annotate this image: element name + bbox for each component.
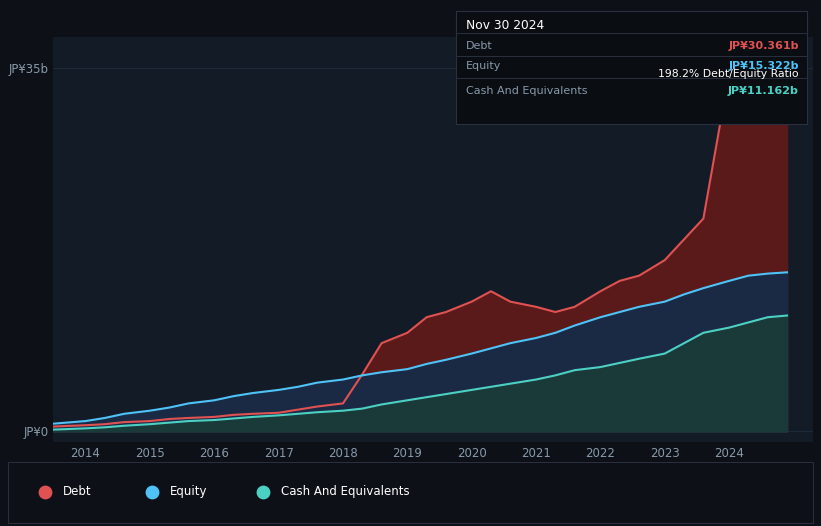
Text: JP¥30.361b: JP¥30.361b [728, 41, 799, 50]
Text: Equity: Equity [170, 485, 208, 498]
Text: Equity: Equity [466, 61, 501, 71]
Text: 198.2% Debt/Equity Ratio: 198.2% Debt/Equity Ratio [658, 69, 799, 79]
Text: JP¥15.322b: JP¥15.322b [728, 61, 799, 71]
FancyBboxPatch shape [8, 462, 813, 523]
Text: Debt: Debt [466, 41, 493, 50]
Text: Nov 30 2024: Nov 30 2024 [466, 19, 544, 32]
Point [814, 177, 821, 185]
Text: Cash And Equivalents: Cash And Equivalents [466, 86, 587, 96]
Text: Cash And Equivalents: Cash And Equivalents [281, 485, 410, 498]
Text: JP¥11.162b: JP¥11.162b [728, 86, 799, 96]
Text: Debt: Debt [63, 485, 92, 498]
